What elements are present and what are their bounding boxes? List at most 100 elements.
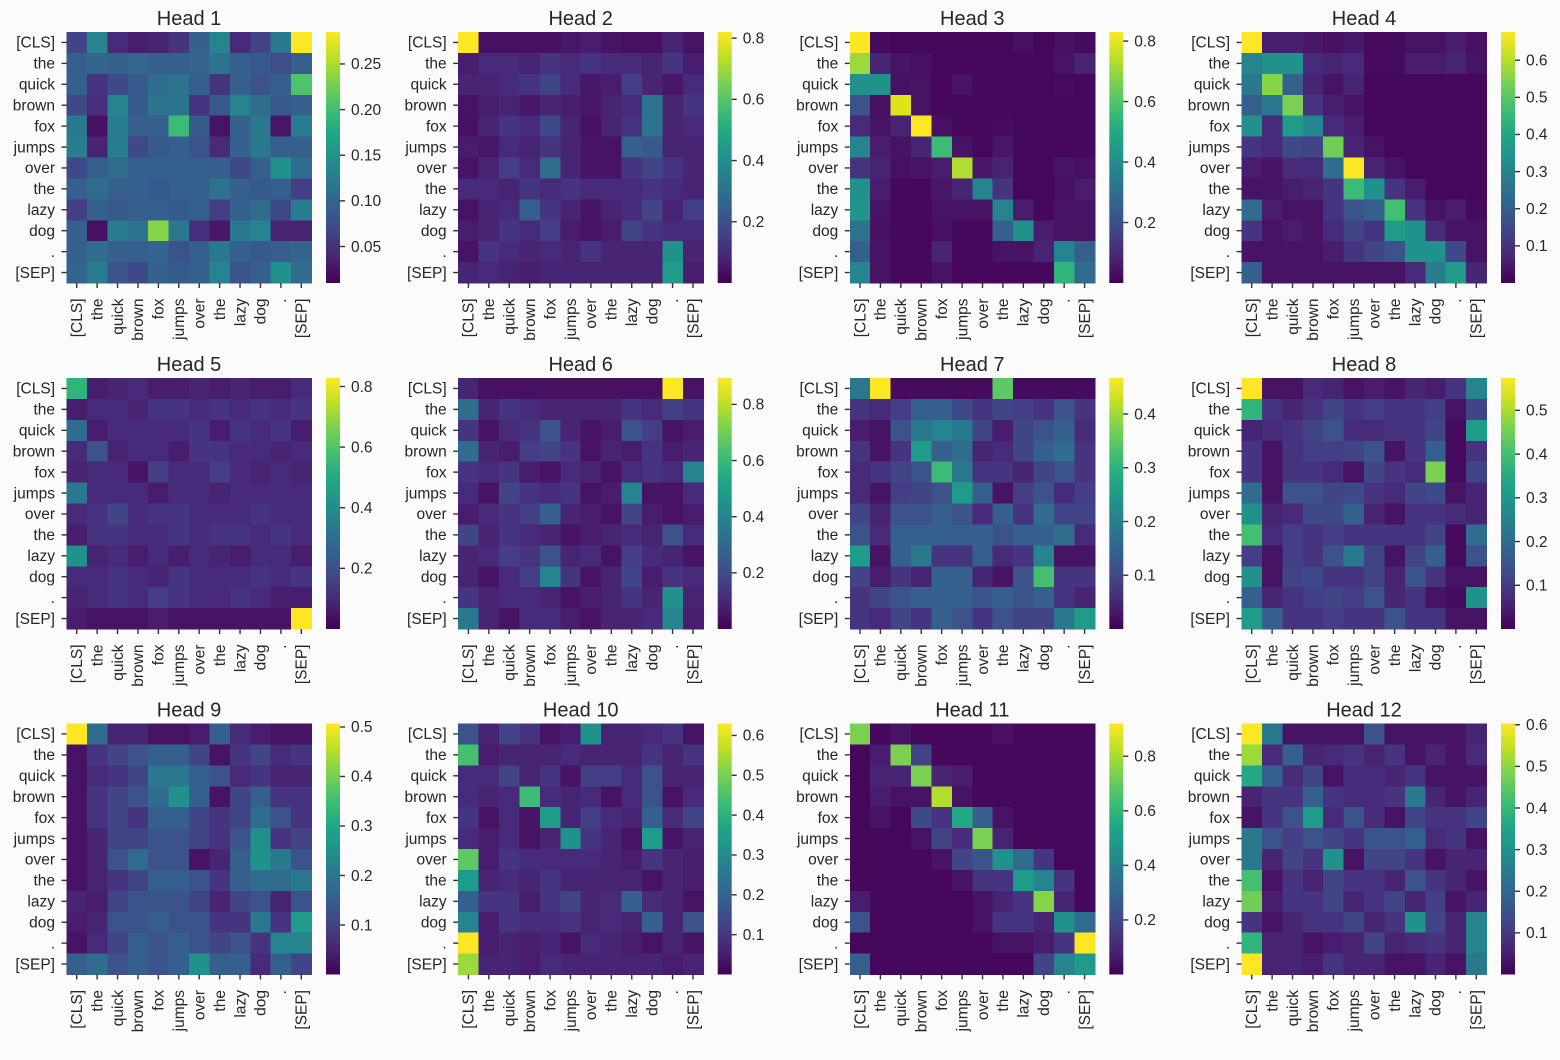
svg-text:fox: fox	[818, 810, 839, 827]
svg-text:dog: dog	[644, 990, 661, 1016]
svg-text:lazy: lazy	[1202, 202, 1230, 219]
svg-text:the: the	[33, 527, 55, 544]
svg-text:quick: quick	[802, 423, 838, 440]
svg-text:.: .	[834, 935, 838, 952]
svg-text:[CLS]: [CLS]	[408, 35, 447, 52]
svg-text:jumps: jumps	[796, 485, 839, 502]
svg-text:over: over	[1366, 299, 1383, 329]
svg-text:jumps: jumps	[13, 831, 56, 848]
svg-text:[SEP]: [SEP]	[1077, 645, 1094, 685]
svg-text:the: the	[1387, 645, 1404, 667]
svg-text:over: over	[1366, 990, 1383, 1020]
svg-text:quick: quick	[802, 768, 838, 785]
svg-text:jumps: jumps	[954, 644, 971, 687]
svg-text:the: the	[995, 299, 1012, 321]
svg-text:brown: brown	[404, 98, 446, 115]
svg-text:[CLS]: [CLS]	[461, 645, 478, 684]
svg-text:the: the	[1208, 873, 1230, 890]
svg-text:[SEP]: [SEP]	[1190, 265, 1230, 282]
svg-text:brown: brown	[914, 990, 931, 1032]
svg-text:[CLS]: [CLS]	[408, 726, 447, 743]
svg-text:lazy: lazy	[1202, 894, 1230, 911]
svg-text:the: the	[1387, 990, 1404, 1012]
svg-text:.: .	[1226, 590, 1230, 607]
svg-text:.: .	[665, 990, 682, 994]
svg-text:[SEP]: [SEP]	[15, 956, 55, 973]
svg-text:over: over	[808, 160, 838, 177]
svg-text:.: .	[51, 590, 55, 607]
svg-text:jumps: jumps	[404, 831, 447, 848]
svg-text:lazy: lazy	[419, 202, 447, 219]
svg-text:over: over	[1366, 645, 1383, 675]
svg-text:quick: quick	[1285, 990, 1302, 1026]
svg-text:lazy: lazy	[624, 644, 641, 672]
svg-text:the: the	[1208, 56, 1230, 73]
svg-text:brown: brown	[914, 299, 931, 341]
svg-text:quick: quick	[1194, 768, 1230, 785]
svg-text:[SEP]: [SEP]	[685, 299, 702, 339]
svg-text:0.4: 0.4	[351, 769, 373, 786]
svg-text:the: the	[425, 402, 447, 419]
svg-text:dog: dog	[421, 915, 447, 932]
svg-text:[SEP]: [SEP]	[294, 990, 311, 1030]
svg-text:[CLS]: [CLS]	[69, 645, 86, 684]
svg-text:Head 9: Head 9	[157, 700, 222, 722]
svg-text:quick: quick	[1194, 423, 1230, 440]
svg-text:the: the	[817, 527, 839, 544]
svg-text:dog: dog	[812, 223, 838, 240]
svg-text:0.6: 0.6	[1526, 717, 1548, 734]
svg-text:brown: brown	[13, 444, 55, 461]
svg-text:lazy: lazy	[624, 990, 641, 1018]
svg-text:brown: brown	[522, 645, 539, 687]
svg-text:the: the	[33, 181, 55, 198]
svg-text:quick: quick	[502, 644, 519, 680]
svg-text:jumps: jumps	[404, 139, 447, 156]
svg-text:over: over	[191, 645, 208, 675]
svg-text:lazy: lazy	[1407, 644, 1424, 672]
svg-text:dog: dog	[421, 569, 447, 586]
svg-text:0.2: 0.2	[743, 214, 765, 231]
svg-text:over: over	[25, 506, 55, 523]
svg-text:0.2: 0.2	[743, 887, 765, 904]
svg-text:.: .	[1056, 299, 1073, 303]
svg-text:quick: quick	[1194, 77, 1230, 94]
svg-text:fox: fox	[1209, 118, 1230, 135]
svg-text:0.1: 0.1	[351, 917, 373, 934]
svg-text:0.4: 0.4	[743, 509, 765, 526]
svg-text:[SEP]: [SEP]	[294, 645, 311, 685]
svg-text:[SEP]: [SEP]	[407, 265, 447, 282]
svg-text:Head 2: Head 2	[548, 8, 613, 30]
svg-text:0.3: 0.3	[1526, 490, 1548, 507]
svg-text:0.5: 0.5	[351, 719, 373, 736]
svg-text:jumps: jumps	[1346, 990, 1363, 1033]
svg-text:[CLS]: [CLS]	[852, 299, 869, 338]
svg-text:quick: quick	[893, 990, 910, 1026]
svg-text:[CLS]: [CLS]	[1244, 299, 1261, 338]
svg-text:0.10: 0.10	[351, 193, 382, 210]
svg-text:fox: fox	[426, 118, 447, 135]
svg-text:.: .	[273, 990, 290, 994]
svg-text:[SEP]: [SEP]	[1469, 299, 1486, 339]
svg-text:the: the	[425, 527, 447, 544]
svg-text:0.1: 0.1	[1526, 925, 1548, 942]
svg-text:Head 7: Head 7	[940, 354, 1005, 376]
svg-text:brown: brown	[1305, 299, 1322, 341]
svg-text:.: .	[51, 935, 55, 952]
svg-text:brown: brown	[796, 98, 838, 115]
svg-text:.: .	[1056, 645, 1073, 649]
svg-text:0.4: 0.4	[1526, 127, 1548, 144]
svg-text:[CLS]: [CLS]	[1191, 726, 1230, 743]
svg-text:brown: brown	[796, 789, 838, 806]
svg-text:fox: fox	[542, 644, 559, 665]
svg-text:fox: fox	[1326, 298, 1343, 319]
svg-text:lazy: lazy	[1407, 298, 1424, 326]
svg-text:dog: dog	[1428, 990, 1445, 1016]
svg-text:the: the	[481, 645, 498, 667]
svg-text:brown: brown	[522, 299, 539, 341]
svg-text:[SEP]: [SEP]	[685, 645, 702, 685]
svg-text:dog: dog	[1036, 645, 1053, 671]
svg-text:the: the	[817, 181, 839, 198]
svg-text:0.4: 0.4	[1526, 800, 1548, 817]
svg-text:quick: quick	[893, 644, 910, 680]
svg-text:dog: dog	[253, 645, 270, 671]
